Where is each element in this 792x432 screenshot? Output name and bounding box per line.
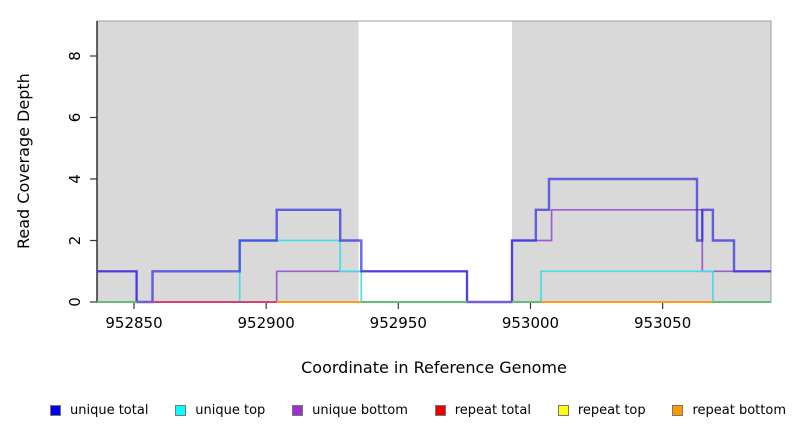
shaded-region: [97, 21, 359, 302]
legend-item-repeat-bottom: repeat bottom: [672, 403, 786, 418]
x-tick-label: 952950: [370, 314, 427, 332]
x-tick-label: 953050: [634, 314, 691, 332]
x-tick-label: 953000: [502, 314, 559, 332]
y-tick-label: 4: [66, 174, 84, 184]
legend-item-repeat-top: repeat top: [557, 402, 646, 418]
y-tick-label: 6: [66, 113, 84, 123]
legend-swatch-icon: [434, 404, 446, 416]
legend-item-unique-bottom: unique bottom: [292, 403, 408, 418]
legend-label: repeat top: [577, 402, 646, 418]
legend-item-unique-total: unique total: [50, 403, 148, 418]
legend-swatch-icon: [672, 404, 684, 416]
legend-label: unique bottom: [312, 402, 408, 418]
legend-swatch-icon: [557, 404, 569, 416]
legend-label: unique top: [195, 402, 266, 418]
y-tick-label: 8: [66, 51, 84, 61]
y-axis-title: Read Coverage Depth: [14, 73, 33, 250]
y-tick-label: 2: [66, 236, 84, 246]
legend-swatch-icon: [175, 404, 187, 416]
x-tick-label: 952900: [238, 314, 295, 332]
legend-item-repeat-total: repeat total: [434, 402, 531, 418]
x-axis-title: Coordinate in Reference Genome: [301, 358, 567, 377]
legend-item-unique-top: unique top: [175, 403, 265, 418]
legend: unique total unique top unique bottom repea…: [50, 399, 786, 421]
shaded-region: [511, 21, 771, 302]
y-tick-label: 0: [66, 297, 84, 307]
legend-label: unique total: [70, 402, 149, 418]
legend-label: repeat total: [454, 402, 531, 418]
legend-label: repeat bottom: [692, 402, 786, 418]
legend-swatch-icon: [292, 404, 304, 416]
x-tick-label: 952850: [105, 314, 162, 332]
legend-swatch-icon: [50, 404, 61, 416]
